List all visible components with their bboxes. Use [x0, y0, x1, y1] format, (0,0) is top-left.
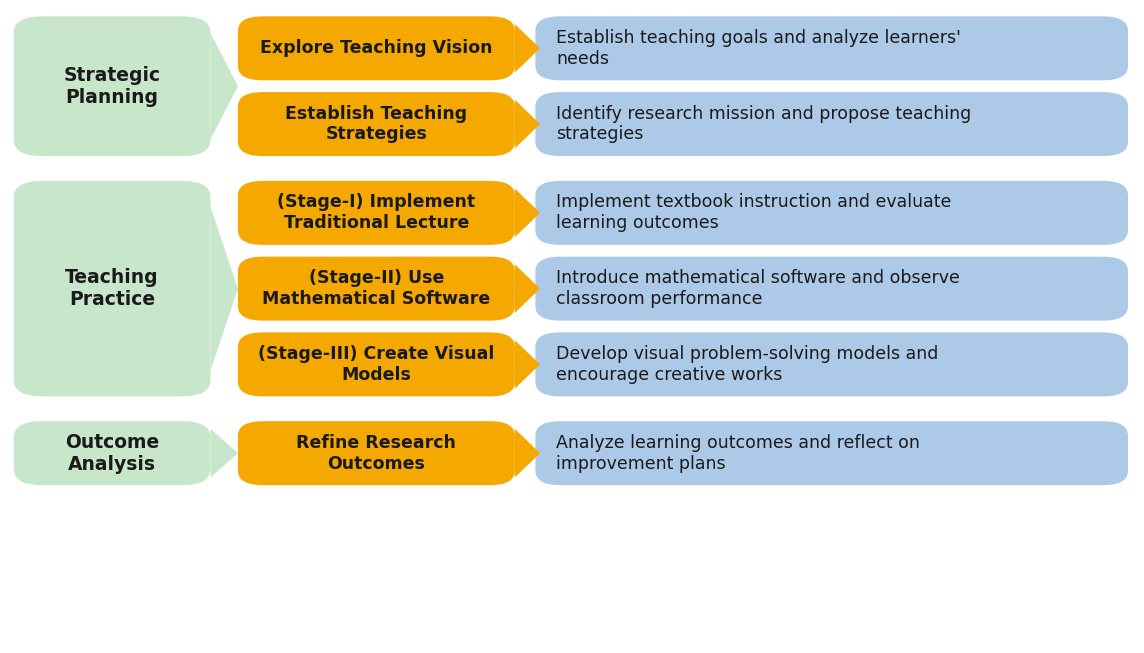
Text: Teaching
Practice: Teaching Practice: [65, 268, 159, 309]
Text: (Stage-III) Create Visual
Models: (Stage-III) Create Visual Models: [259, 345, 494, 384]
Text: Establish teaching goals and analyze learners'
needs: Establish teaching goals and analyze lea…: [556, 29, 961, 68]
Text: Analyze learning outcomes and reflect on
improvement plans: Analyze learning outcomes and reflect on…: [556, 434, 920, 473]
FancyBboxPatch shape: [238, 181, 515, 245]
Text: Identify research mission and propose teaching
strategies: Identify research mission and propose te…: [556, 104, 971, 144]
Text: (Stage-II) Use
Mathematical Software: (Stage-II) Use Mathematical Software: [262, 269, 491, 308]
FancyBboxPatch shape: [535, 421, 1128, 485]
Text: Outcome
Analysis: Outcome Analysis: [65, 433, 159, 473]
Polygon shape: [515, 264, 540, 313]
FancyBboxPatch shape: [238, 92, 515, 156]
Text: Refine Research
Outcomes: Refine Research Outcomes: [296, 434, 456, 473]
Polygon shape: [515, 189, 540, 237]
Polygon shape: [210, 33, 238, 139]
FancyBboxPatch shape: [535, 181, 1128, 245]
Text: Explore Teaching Vision: Explore Teaching Vision: [260, 39, 493, 57]
Polygon shape: [210, 429, 238, 477]
Text: Strategic
Planning: Strategic Planning: [64, 66, 160, 106]
Polygon shape: [210, 207, 238, 370]
FancyBboxPatch shape: [14, 421, 210, 485]
Text: Introduce mathematical software and observe
classroom performance: Introduce mathematical software and obse…: [556, 269, 960, 308]
FancyBboxPatch shape: [535, 92, 1128, 156]
FancyBboxPatch shape: [238, 332, 515, 396]
FancyBboxPatch shape: [535, 257, 1128, 321]
Polygon shape: [515, 429, 540, 477]
FancyBboxPatch shape: [14, 16, 210, 156]
FancyBboxPatch shape: [535, 332, 1128, 396]
FancyBboxPatch shape: [238, 421, 515, 485]
FancyBboxPatch shape: [535, 16, 1128, 80]
FancyBboxPatch shape: [14, 181, 210, 396]
Text: Develop visual problem-solving models and
encourage creative works: Develop visual problem-solving models an…: [556, 345, 938, 384]
FancyBboxPatch shape: [238, 257, 515, 321]
FancyBboxPatch shape: [238, 16, 515, 80]
Text: Establish Teaching
Strategies: Establish Teaching Strategies: [285, 104, 468, 144]
Text: Implement textbook instruction and evaluate
learning outcomes: Implement textbook instruction and evalu…: [556, 193, 952, 232]
Polygon shape: [515, 100, 540, 148]
Polygon shape: [515, 340, 540, 389]
Polygon shape: [515, 24, 540, 72]
Text: (Stage-I) Implement
Traditional Lecture: (Stage-I) Implement Traditional Lecture: [277, 193, 476, 232]
